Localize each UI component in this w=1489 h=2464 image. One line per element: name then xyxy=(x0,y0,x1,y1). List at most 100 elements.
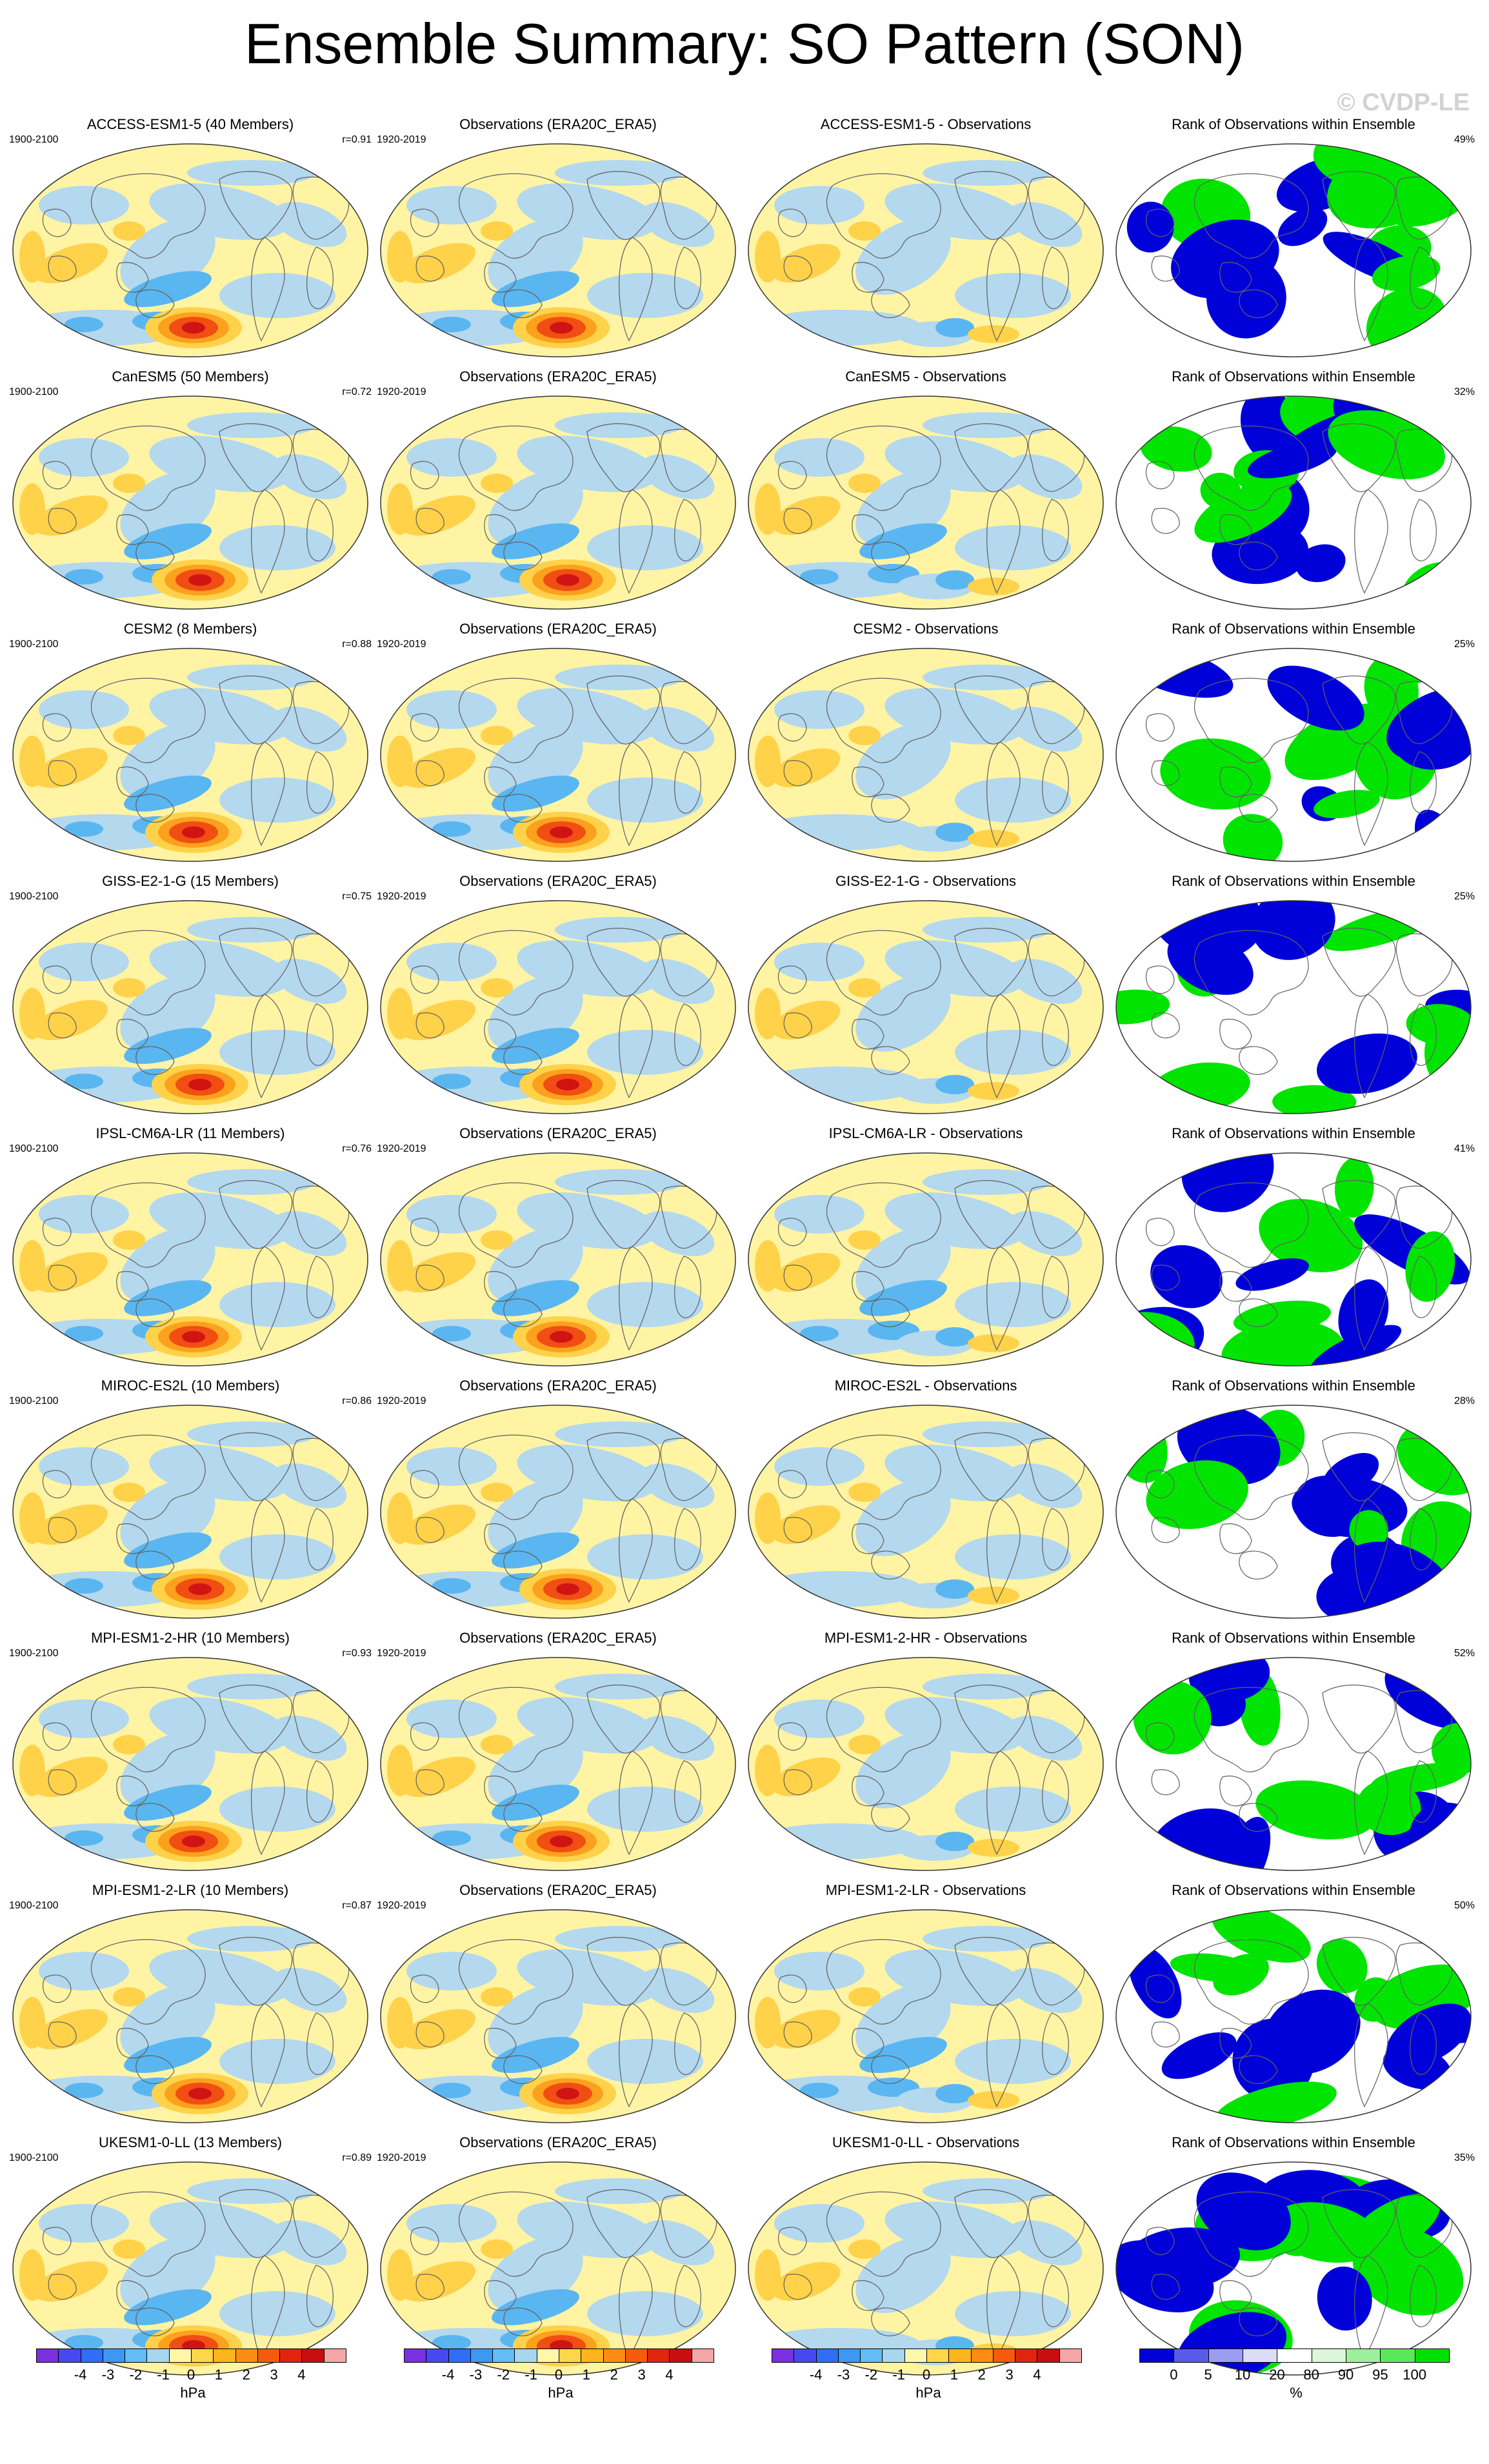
map-panel-model: CESM2 (8 Members) 1900-2100 r=0.88 xyxy=(6,621,374,871)
colorbar-swatch xyxy=(301,2349,325,2363)
rank-map xyxy=(1115,1405,1472,1619)
map-panel-rank: Rank of Observations within Ensemble 52% xyxy=(1110,1630,1477,1880)
colorbar-tick-label: 4 xyxy=(1033,2367,1041,2383)
colorbar-swatch xyxy=(992,2349,1016,2363)
colorbar-tick-label: 5 xyxy=(1204,2367,1212,2383)
map-panel-diff: ACCESS-ESM1-5 - Observations xyxy=(742,116,1110,366)
colorbar-swatch xyxy=(235,2349,258,2363)
rank-map xyxy=(1115,1909,1472,2123)
pressure-map xyxy=(748,1909,1104,2123)
colorbar-swatch xyxy=(1174,2349,1209,2363)
pressure-map xyxy=(380,648,736,862)
colorbar-swatch xyxy=(625,2349,648,2363)
panel-rank-percent: 49% xyxy=(1454,134,1475,145)
panel-correlation: r=0.75 xyxy=(342,891,372,902)
rank-map xyxy=(1115,143,1472,357)
colorbar-swatch xyxy=(323,2349,346,2363)
pressure-map xyxy=(12,143,368,357)
panel-period: 1920-2019 xyxy=(377,2152,426,2163)
page-title: Ensemble Summary: SO Pattern (SON) xyxy=(244,12,1245,75)
panel-title: Rank of Observations within Ensemble xyxy=(1172,116,1415,132)
map-panel-obs: Observations (ERA20C_ERA5) 1920-2019 xyxy=(374,1125,742,1376)
panel-title: MPI-ESM1-2-LR - Observations xyxy=(825,1882,1026,1898)
map-panel-obs: Observations (ERA20C_ERA5) 1920-2019 xyxy=(374,621,742,871)
panel-rank-percent: 25% xyxy=(1454,891,1475,902)
colorbar-tick-label: 0 xyxy=(186,2367,195,2383)
panel-correlation: r=0.87 xyxy=(342,1900,372,1911)
panel-period: 1900-2100 xyxy=(9,1143,59,1154)
colorbar-swatch xyxy=(58,2349,81,2363)
colorbar-swatch xyxy=(1139,2349,1175,2363)
colorbar-swatch xyxy=(279,2349,303,2363)
pressure-map xyxy=(380,1657,736,1871)
pressure-map xyxy=(748,1657,1104,1871)
rank-map xyxy=(1115,648,1472,862)
colorbar-tick-label: 1 xyxy=(950,2367,958,2383)
map-panel-model: UKESM1-0-LL (13 Members) 1900-2100 r=0.89 xyxy=(6,2134,374,2385)
colorbar-swatch xyxy=(837,2349,861,2363)
colorbar-swatch xyxy=(80,2349,103,2363)
panel-title: MPI-ESM1-2-LR (10 Members) xyxy=(92,1882,289,1898)
map-panel-diff: CanESM5 - Observations xyxy=(742,368,1110,619)
colorbar-swatch xyxy=(904,2349,927,2363)
rank-map xyxy=(1115,900,1472,1114)
map-panel-obs: Observations (ERA20C_ERA5) 1920-2019 xyxy=(374,368,742,619)
colorbar-tick-label: 2 xyxy=(610,2367,618,2383)
colorbar-difference: -4 -3 -2 -1 0 1 2 3 4 hPa xyxy=(764,2349,1093,2407)
pressure-map xyxy=(12,648,368,862)
pressure-map xyxy=(12,1657,368,1871)
map-panel-obs: Observations (ERA20C_ERA5) 1920-2019 xyxy=(374,1630,742,1880)
panel-correlation: r=0.86 xyxy=(342,1396,372,1407)
colorbar-swatch xyxy=(1037,2349,1060,2363)
panel-title: CanESM5 (50 Members) xyxy=(112,368,269,385)
colorbar-swatch xyxy=(536,2349,559,2363)
map-panel-model: ACCESS-ESM1-5 (40 Members) 1900-2100 r=0.9… xyxy=(6,116,374,366)
pressure-map xyxy=(12,1909,368,2123)
panel-title: CESM2 - Observations xyxy=(853,621,999,637)
panel-rank-percent: 28% xyxy=(1454,1396,1475,1407)
map-panel-diff: GISS-E2-1-G - Observations xyxy=(742,873,1110,1123)
colorbar-swatch xyxy=(514,2349,537,2363)
panel-rank-percent: 52% xyxy=(1454,1648,1475,1659)
pressure-map xyxy=(12,396,368,610)
colorbar-swatch xyxy=(815,2349,839,2363)
colorbar-swatch xyxy=(36,2349,59,2363)
panel-title: Rank of Observations within Ensemble xyxy=(1172,1377,1415,1394)
pressure-map xyxy=(748,1152,1104,1367)
pressure-map xyxy=(748,1405,1104,1619)
colorbar-tick-label: 20 xyxy=(1269,2367,1285,2383)
panel-correlation: r=0.93 xyxy=(342,1648,372,1659)
pressure-map xyxy=(380,1152,736,1367)
pressure-map xyxy=(12,2161,368,2376)
colorbar-tick-label: 0 xyxy=(922,2367,931,2383)
pressure-map xyxy=(748,396,1104,610)
panel-period: 1920-2019 xyxy=(377,1143,426,1154)
colorbar-tick-label: 3 xyxy=(1005,2367,1014,2383)
panel-period: 1900-2100 xyxy=(9,639,59,650)
colorbar-unit: hPa xyxy=(915,2385,941,2401)
panel-period: 1900-2100 xyxy=(9,2152,59,2163)
map-panel-rank: Rank of Observations within Ensemble 25% xyxy=(1110,621,1477,871)
colorbar-tick-label: 95 xyxy=(1372,2367,1388,2383)
map-panel-model: MIROC-ES2L (10 Members) 1900-2100 r=0.86 xyxy=(6,1377,374,1628)
panel-title: IPSL-CM6A-LR (11 Members) xyxy=(95,1125,285,1141)
panel-title: CESM2 (8 Members) xyxy=(123,621,257,637)
colorbar-unit: hPa xyxy=(180,2385,206,2401)
panel-period: 1920-2019 xyxy=(377,891,426,902)
colorbar-swatch xyxy=(213,2349,236,2363)
panel-title: Observations (ERA20C_ERA5) xyxy=(459,1377,657,1394)
panel-rank-percent: 35% xyxy=(1454,2152,1475,2163)
panel-period: 1920-2019 xyxy=(377,639,426,650)
panel-correlation: r=0.76 xyxy=(342,1143,372,1154)
map-panel-obs: Observations (ERA20C_ERA5) 1920-2019 xyxy=(374,1882,742,2132)
colorbar-swatch xyxy=(1414,2349,1450,2363)
colorbar-swatch xyxy=(404,2349,427,2363)
colorbar-swatch xyxy=(772,2349,795,2363)
colorbar-swatch xyxy=(257,2349,281,2363)
colorbar-tick-label: 3 xyxy=(637,2367,646,2383)
panel-title: Rank of Observations within Ensemble xyxy=(1172,1125,1415,1141)
colorbar-tick-label: -2 xyxy=(864,2367,878,2383)
map-panel-rank: Rank of Observations within Ensemble 50% xyxy=(1110,1882,1477,2132)
colorbar-tick-label: -2 xyxy=(497,2367,510,2383)
colorbar-model: -4 -3 -2 -1 0 1 2 3 4 hPa xyxy=(28,2349,357,2407)
